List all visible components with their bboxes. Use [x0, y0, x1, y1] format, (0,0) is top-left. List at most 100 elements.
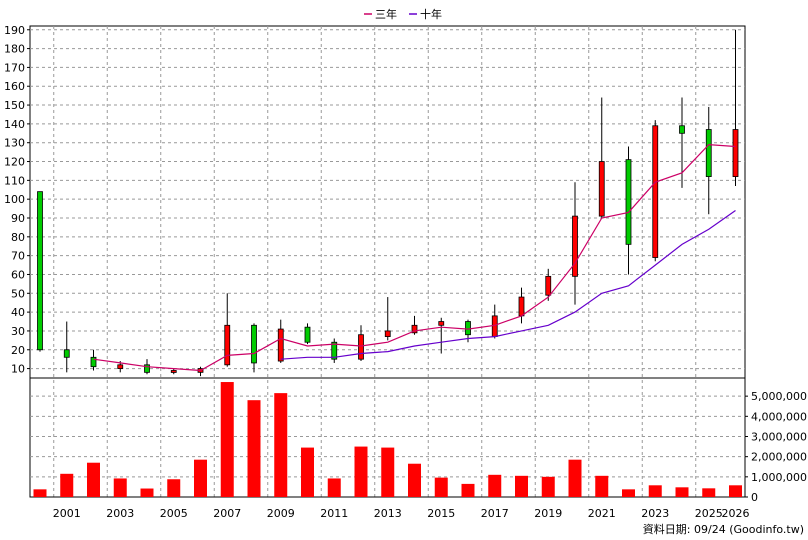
price-tick-label: 90: [11, 212, 25, 225]
price-tick-label: 100: [4, 193, 25, 206]
candle-body: [625, 159, 632, 245]
source-note: 資料日期: 09/24 (Goodinfo.tw): [643, 522, 804, 536]
volume-tick-label: 2,000,000: [751, 451, 807, 464]
volume-bar-2002: [87, 462, 100, 497]
candle-body: [224, 324, 231, 366]
x-tick-label: 2011: [320, 507, 348, 520]
candle-2000: [37, 191, 43, 352]
volume-bar-2016: [461, 483, 475, 497]
price-tick-label: 80: [11, 231, 25, 244]
volume-bar-2009: [274, 393, 288, 497]
legend-label: 三年: [375, 7, 397, 21]
candle-body: [411, 324, 418, 334]
x-tick-label: 2023: [641, 507, 669, 520]
x-tick-label: 2005: [160, 507, 188, 520]
volume-bar-2012: [354, 446, 368, 497]
candle-body: [545, 275, 552, 296]
volume-bar-2008: [247, 400, 261, 497]
candle-2009: [277, 319, 284, 363]
candle-body: [438, 321, 445, 326]
candle-body: [63, 349, 70, 358]
candle-2025: [705, 106, 712, 215]
candle-body: [304, 326, 311, 343]
price-tick-label: 170: [4, 61, 25, 74]
candle-2021: [598, 97, 605, 218]
price-tick-label: 40: [11, 306, 25, 319]
volume-bar-2024: [675, 487, 689, 497]
candle-body: [251, 324, 257, 364]
x-axis: 2001 2003 2005 2007 2009 2011 2013 2015 2017 2019…: [53, 507, 750, 520]
legend-item-1: 三年: [364, 7, 397, 21]
x-tick-label: 2001: [53, 507, 81, 520]
candle-2019: [545, 268, 552, 301]
price-tick-label: 190: [4, 24, 25, 37]
volume-bar-2014: [408, 463, 421, 497]
x-tick-label: 2009: [267, 507, 295, 520]
candle-2026: [732, 29, 739, 186]
price-tick-label: 60: [11, 268, 25, 281]
candle-2023: [652, 120, 659, 262]
volume-bar-2022: [622, 489, 635, 497]
price-panel: 10 20 30 40 50 60 70 80 90 100 110 120 130 140 150 160 1…: [4, 24, 746, 497]
price-tick-label: 30: [11, 325, 25, 338]
price-tick-label: 130: [4, 137, 25, 150]
candle-body: [732, 129, 739, 177]
volume-tick-label: 0: [751, 491, 758, 504]
candle-2010: [304, 323, 311, 345]
volume-bar-2010: [301, 447, 314, 497]
price-tick-label: 140: [4, 118, 25, 131]
x-tick-label: 2021: [588, 507, 616, 520]
volume-bar-2003: [113, 478, 127, 497]
price-tick-label: 160: [4, 80, 25, 93]
candle-body: [679, 125, 685, 134]
candle-body: [144, 364, 150, 373]
price-tick-label: 150: [4, 99, 25, 112]
x-tick-label: 2025: [695, 507, 723, 520]
volume-bar-2005: [167, 479, 181, 497]
volume-bar-2023: [648, 485, 662, 497]
candle-body: [170, 370, 177, 373]
volume-bar-2020: [568, 459, 582, 497]
candle-2020: [572, 182, 578, 305]
candle-body: [384, 330, 391, 337]
candle-2011: [331, 338, 338, 363]
volume-bar-2017: [488, 474, 502, 497]
candle-2005: [170, 368, 177, 375]
candle-body: [117, 364, 124, 369]
volume-tick-label: 5,000,000: [751, 390, 807, 403]
candle-2002: [90, 349, 97, 371]
ma10-line: [280, 210, 736, 360]
volume-bar-2013: [381, 447, 395, 497]
volume-bar-2026: [729, 485, 742, 497]
candle-body: [518, 296, 525, 317]
ma3-line: [93, 143, 736, 372]
legend: 三年 十年: [364, 7, 442, 21]
candle-body: [465, 321, 471, 336]
candle-body: [37, 191, 43, 351]
price-tick-label: 70: [11, 250, 25, 263]
price-tick-label: 180: [4, 43, 25, 56]
candle-2001: [63, 321, 70, 373]
candle-body: [572, 215, 578, 277]
price-tick-label: 10: [11, 363, 25, 376]
candle-body: [652, 125, 659, 258]
x-tick-label: 2017: [481, 507, 509, 520]
volume-bar-2018: [515, 475, 528, 497]
volume-bar-2006: [194, 459, 207, 497]
x-tick-label: 2015: [427, 507, 455, 520]
candle-body: [277, 328, 284, 362]
x-tick-label: 2003: [106, 507, 134, 520]
candle-2014: [411, 315, 418, 335]
candle-body: [90, 356, 97, 368]
x-tick-label: 2019: [534, 507, 562, 520]
candle-body: [358, 334, 364, 360]
volume-bar-2000: [33, 489, 47, 497]
candle-body: [705, 129, 712, 177]
volume-bar-2025: [702, 488, 716, 497]
volume-bar-2015: [434, 477, 448, 497]
x-tick-label: 2007: [213, 507, 241, 520]
volume-bar-2001: [60, 473, 74, 497]
candle-2022: [625, 146, 632, 275]
